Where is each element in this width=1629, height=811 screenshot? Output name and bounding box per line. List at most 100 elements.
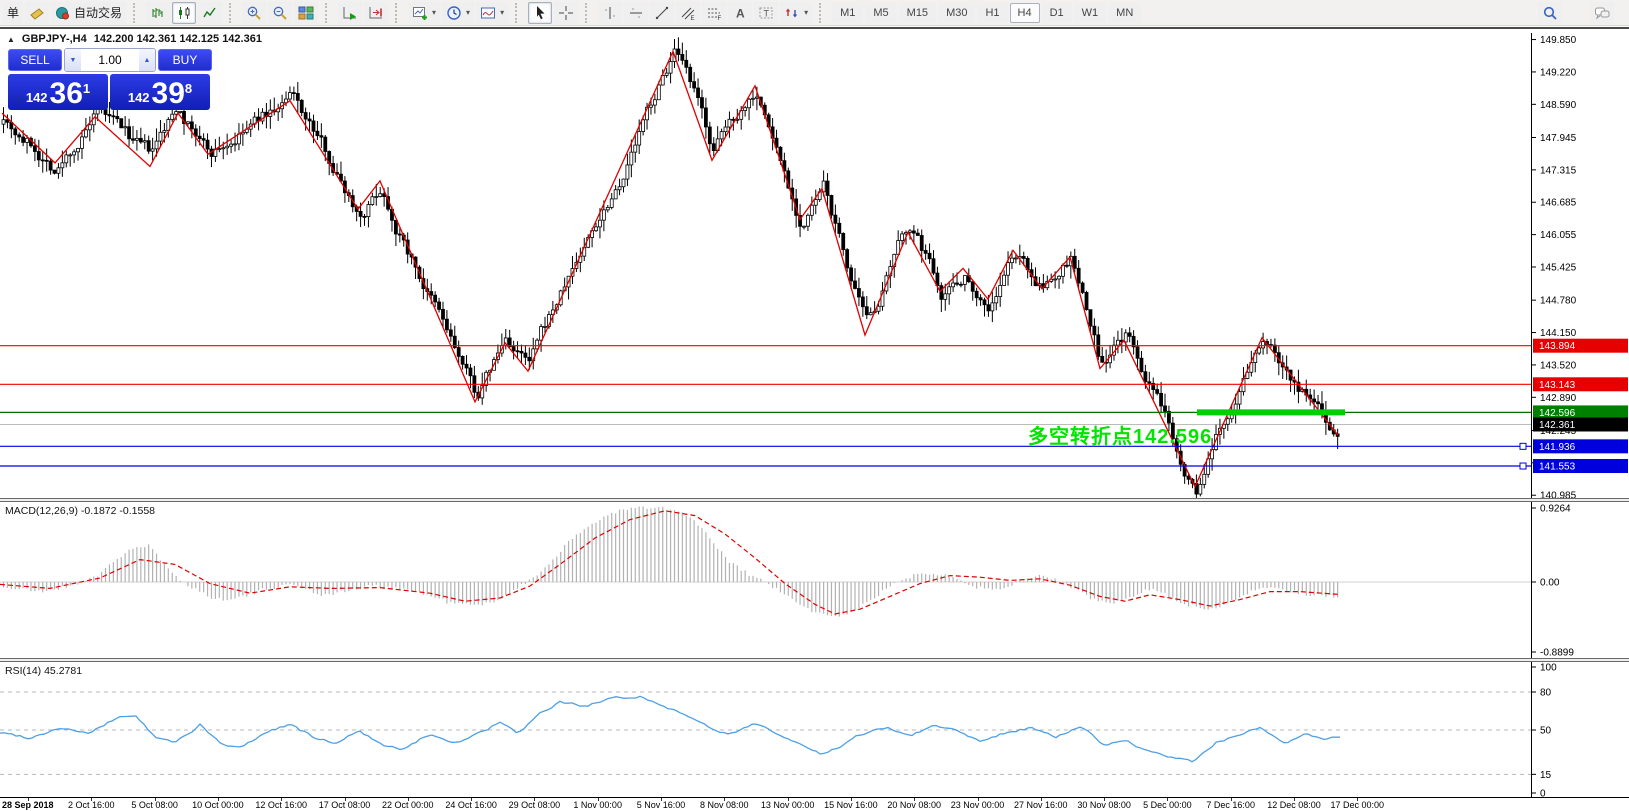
chart-shift-button[interactable] bbox=[364, 1, 389, 24]
sell-price-display[interactable]: 142 36 1 bbox=[8, 74, 108, 110]
fibonacci-button[interactable]: F bbox=[702, 1, 727, 24]
line-chart-button[interactable] bbox=[198, 1, 223, 24]
time-tick bbox=[724, 798, 726, 801]
arrows-button[interactable]: ▾ bbox=[780, 1, 813, 24]
timeframe-h4-button[interactable]: H4 bbox=[1009, 2, 1040, 23]
price-badge bbox=[1533, 377, 1628, 392]
price-badge-label: 142.361 bbox=[1539, 420, 1576, 431]
chart-title: GBPJPY-,H4 bbox=[21, 33, 87, 45]
hline-icon bbox=[630, 7, 643, 18]
time-axis[interactable]: 28 Sep 2018 2 Oct 16:00 5 Oct 08:00 10 Oct … bbox=[0, 797, 1629, 811]
rsi-scale-label: 0 bbox=[1540, 789, 1546, 798]
time-label: 1 Nov 00:00 bbox=[573, 800, 622, 810]
timeframe-m1-button[interactable]: M1 bbox=[832, 2, 864, 23]
candlestick-chart-button[interactable] bbox=[172, 1, 197, 24]
time-tick bbox=[850, 798, 852, 801]
buy-price-sup: 8 bbox=[184, 81, 193, 96]
macd-signal-line bbox=[0, 510, 1341, 615]
support-line-2-handle[interactable] bbox=[1519, 462, 1527, 470]
templates-button[interactable]: ▾ bbox=[476, 1, 509, 24]
sell-button[interactable]: SELL bbox=[8, 49, 62, 71]
timeframe-w1-button[interactable]: W1 bbox=[1073, 2, 1107, 23]
time-tick bbox=[1104, 798, 1106, 801]
time-tick bbox=[534, 798, 536, 801]
time-tick bbox=[661, 798, 662, 801]
price-chart-canvas[interactable]: 149.850 149.220 148.590 147.945 147.315 146.6… bbox=[0, 31, 1629, 498]
volume-stepper: ▼ ▲ bbox=[64, 48, 156, 72]
periods-button[interactable]: ▾ bbox=[442, 1, 475, 24]
tile-windows-button[interactable] bbox=[294, 1, 319, 24]
volume-increase-button[interactable]: ▲ bbox=[139, 49, 155, 71]
dropdown-arrow-icon: ▾ bbox=[432, 8, 437, 17]
time-label: 27 Nov 16:00 bbox=[1014, 800, 1068, 810]
pane-splitter[interactable] bbox=[0, 658, 1629, 662]
chart-ohlc: 142.200 142.361 142.125 142.361 bbox=[93, 33, 262, 45]
pane-splitter[interactable] bbox=[0, 498, 1629, 502]
search-button[interactable] bbox=[1538, 1, 1562, 24]
autotrade-icon bbox=[56, 6, 70, 19]
price-tick-label: 148.590 bbox=[1540, 100, 1577, 111]
pivot-annotation-text: 多空转折点142.596 bbox=[1028, 426, 1213, 449]
rsi-pane-canvas[interactable]: 100 80 50 15 0 bbox=[0, 662, 1629, 797]
buy-price-display[interactable]: 142 39 8 bbox=[110, 74, 210, 110]
volume-input[interactable] bbox=[81, 49, 139, 71]
price-tick-label: 140.985 bbox=[1540, 491, 1577, 498]
arrows-icon bbox=[785, 8, 798, 17]
crosshair-button[interactable] bbox=[554, 1, 579, 24]
toolbar-separator bbox=[515, 2, 522, 23]
vline-icon bbox=[605, 6, 616, 19]
toolbar-separator bbox=[229, 2, 236, 23]
market-watch-button[interactable] bbox=[25, 1, 50, 24]
timeframe-m30-button[interactable]: M30 bbox=[938, 2, 976, 23]
new-order-button-label: 单 bbox=[7, 6, 20, 20]
chat-button[interactable] bbox=[1590, 1, 1614, 24]
buy-button[interactable]: BUY bbox=[158, 49, 212, 71]
price-tick-label: 146.055 bbox=[1540, 230, 1577, 241]
volume-decrease-button[interactable]: ▼ bbox=[65, 49, 81, 71]
zoom-out-button[interactable] bbox=[268, 1, 293, 24]
time-label: 17 Dec 00:00 bbox=[1330, 800, 1385, 810]
vertical-line-button[interactable] bbox=[598, 1, 623, 24]
timeframe-m15-button[interactable]: M15 bbox=[898, 2, 937, 23]
text-icon: A bbox=[736, 6, 745, 20]
timeframe-d1-button[interactable]: D1 bbox=[1041, 2, 1072, 23]
sell-price-sup: 1 bbox=[82, 81, 91, 96]
collapse-panel-icon[interactable]: ▲ bbox=[7, 34, 15, 44]
time-label: 20 Nov 08:00 bbox=[887, 800, 941, 810]
zoom-in-icon bbox=[247, 6, 261, 20]
rsi-scale-label: 100 bbox=[1540, 663, 1557, 674]
time-tick bbox=[1167, 798, 1169, 801]
channel-icon: E bbox=[681, 7, 695, 21]
time-label: 8 Nov 08:00 bbox=[700, 800, 749, 810]
new-order-button[interactable]: 单 bbox=[3, 1, 24, 24]
timeframe-m5-button[interactable]: M5 bbox=[865, 2, 897, 23]
rsi-scale-label: 15 bbox=[1540, 770, 1552, 781]
dropdown-arrow-icon: ▾ bbox=[804, 8, 809, 17]
rsi-scale-label: 50 bbox=[1540, 726, 1552, 737]
macd-histogram bbox=[2, 506, 1339, 617]
equidistant-channel-button[interactable]: E bbox=[676, 1, 701, 24]
time-label: 24 Oct 16:00 bbox=[445, 800, 497, 810]
svg-text:A: A bbox=[736, 6, 745, 20]
toolbar-separator bbox=[395, 2, 402, 23]
horizontal-line-button[interactable] bbox=[624, 1, 649, 24]
macd-pane-canvas[interactable]: 0.9264 0.00 -0.8899 bbox=[0, 502, 1629, 658]
price-tick-label: 145.425 bbox=[1540, 263, 1577, 274]
auto-scroll-button[interactable] bbox=[338, 1, 363, 24]
text-button[interactable]: A bbox=[728, 1, 753, 24]
timeframe-h1-button[interactable]: H1 bbox=[977, 2, 1008, 23]
support-line-1-handle[interactable] bbox=[1519, 442, 1527, 450]
toolbar-separator bbox=[325, 2, 332, 23]
timeframe-mn-button[interactable]: MN bbox=[1108, 2, 1142, 23]
text-label-button[interactable]: T bbox=[754, 1, 779, 24]
bar-chart-button[interactable] bbox=[146, 1, 171, 24]
time-label: 10 Oct 00:00 bbox=[192, 800, 244, 810]
zoom-in-button[interactable] bbox=[242, 1, 267, 24]
trendline-button[interactable] bbox=[650, 1, 675, 24]
price-tick-label: 149.220 bbox=[1540, 67, 1577, 78]
autotrading-button[interactable]: 自动交易 bbox=[51, 1, 127, 24]
new-chart-button[interactable]: ▾ bbox=[408, 1, 441, 24]
time-tick bbox=[407, 798, 409, 801]
autotrading-button-label: 自动交易 bbox=[74, 6, 123, 20]
cursor-button[interactable] bbox=[528, 1, 553, 24]
